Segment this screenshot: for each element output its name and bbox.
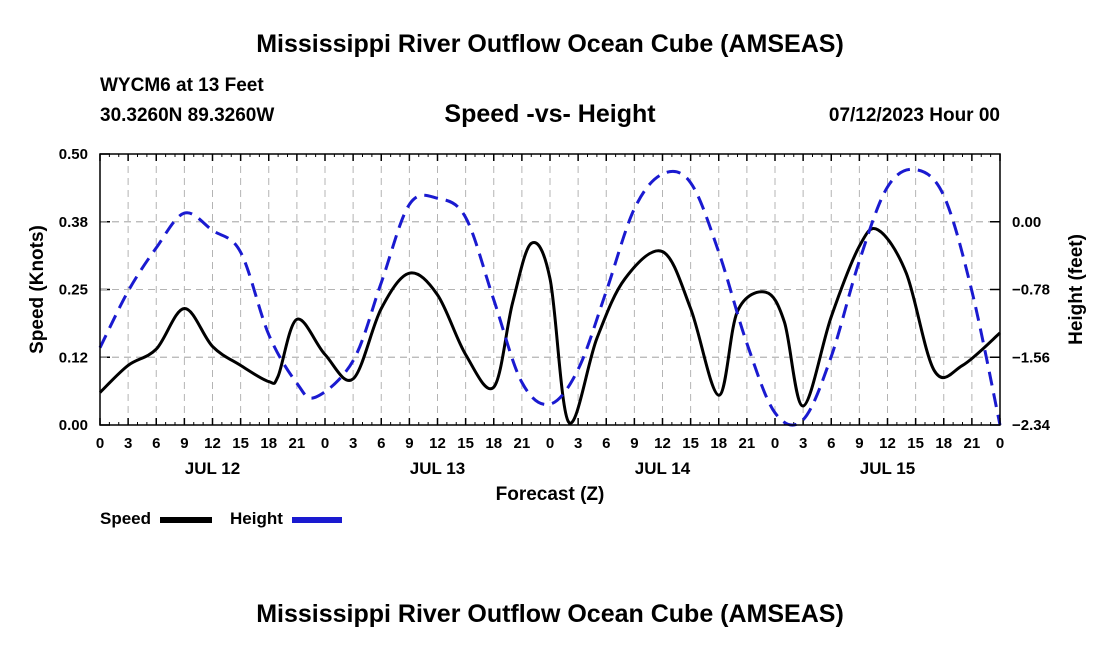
legend-height-swatch: [292, 517, 342, 523]
x-tick-label: 15: [907, 435, 924, 452]
x-tick-label: 0: [771, 435, 779, 452]
x-tick-label: 21: [514, 435, 531, 452]
x-tick-label: 21: [964, 435, 981, 452]
forecast-date: 07/12/2023 Hour 00: [828, 105, 1000, 126]
x-tick-label: 12: [429, 435, 446, 452]
x-tick-label: 18: [260, 435, 277, 452]
y-axis-title-right: Height (feet): [1066, 234, 1087, 345]
x-tick-label: 15: [232, 435, 249, 452]
y-tick-label-right: −0.78: [1012, 282, 1050, 299]
x-tick-label: 18: [710, 435, 727, 452]
y-tick-label-right: −2.34: [1012, 417, 1051, 434]
x-tick-label: 12: [879, 435, 896, 452]
plot-frame: [99, 153, 1001, 426]
x-tick-label: 18: [935, 435, 952, 452]
x-tick-label: 6: [377, 435, 385, 452]
y-tick-label: 0.00: [59, 417, 88, 434]
x-tick-label: 9: [405, 435, 413, 452]
x-tick-label: 0: [546, 435, 554, 452]
x-tick-label: 15: [457, 435, 474, 452]
y-tick-label: 0.50: [59, 146, 88, 163]
x-tick-label: 9: [630, 435, 638, 452]
x-tick-label: 12: [654, 435, 671, 452]
legend-speed-swatch: [160, 517, 212, 523]
x-tick-label: 3: [349, 435, 357, 452]
y-tick-label: 0.12: [59, 349, 88, 366]
x-tick-label: 21: [289, 435, 306, 452]
x-tick-label: 15: [682, 435, 699, 452]
y-axis-title: Speed (Knots): [27, 225, 48, 354]
chart-title: Speed -vs- Height: [444, 100, 656, 128]
x-tick-label: 12: [204, 435, 221, 452]
x-tick-label: 6: [152, 435, 160, 452]
x-axis-title: Forecast (Z): [496, 484, 605, 505]
footer-title: Mississippi River Outflow Ocean Cube (AM…: [256, 600, 844, 628]
speed-height-chart: 0 3 6 9 12 15 18 21 0 3 6 9 12 15 18 21 0 3 6 9 12 15 18 21 0 3 6 9…: [27, 146, 1087, 505]
day-label: JUL 15: [860, 459, 915, 478]
x-tick-label: 21: [739, 435, 756, 452]
x-tick-label: 6: [602, 435, 610, 452]
x-tick-label: 0: [96, 435, 104, 452]
x-tick-label: 0: [321, 435, 329, 452]
y-tick-label-right: −1.56: [1012, 349, 1050, 366]
height-series-line: [98, 167, 1002, 427]
day-label: JUL 13: [410, 459, 465, 478]
day-label: JUL 12: [185, 459, 240, 478]
y-tick-label: 0.25: [59, 282, 88, 299]
y-tick-label-right: 0.00: [1012, 214, 1041, 231]
station-label: WYCM6 at 13 Feet: [100, 75, 264, 96]
legend-speed-label: Speed: [100, 509, 152, 528]
x-tick-label: 18: [485, 435, 502, 452]
day-label: JUL 14: [635, 459, 691, 478]
x-tick-label: 9: [180, 435, 188, 452]
legend-height-label: Height: [230, 509, 283, 528]
x-tick-label: 0: [996, 435, 1004, 452]
y-tick-label: 0.38: [59, 214, 88, 231]
x-tick-label: 3: [574, 435, 582, 452]
x-tick-label: 3: [799, 435, 807, 452]
page-title: Mississippi River Outflow Ocean Cube (AM…: [256, 30, 844, 58]
x-tick-label: 6: [827, 435, 835, 452]
speed-series-line: [98, 227, 1001, 425]
x-tick-label: 9: [855, 435, 863, 452]
x-tick-label: 3: [124, 435, 132, 452]
station-coords: 30.3260N 89.3260W: [100, 105, 275, 126]
